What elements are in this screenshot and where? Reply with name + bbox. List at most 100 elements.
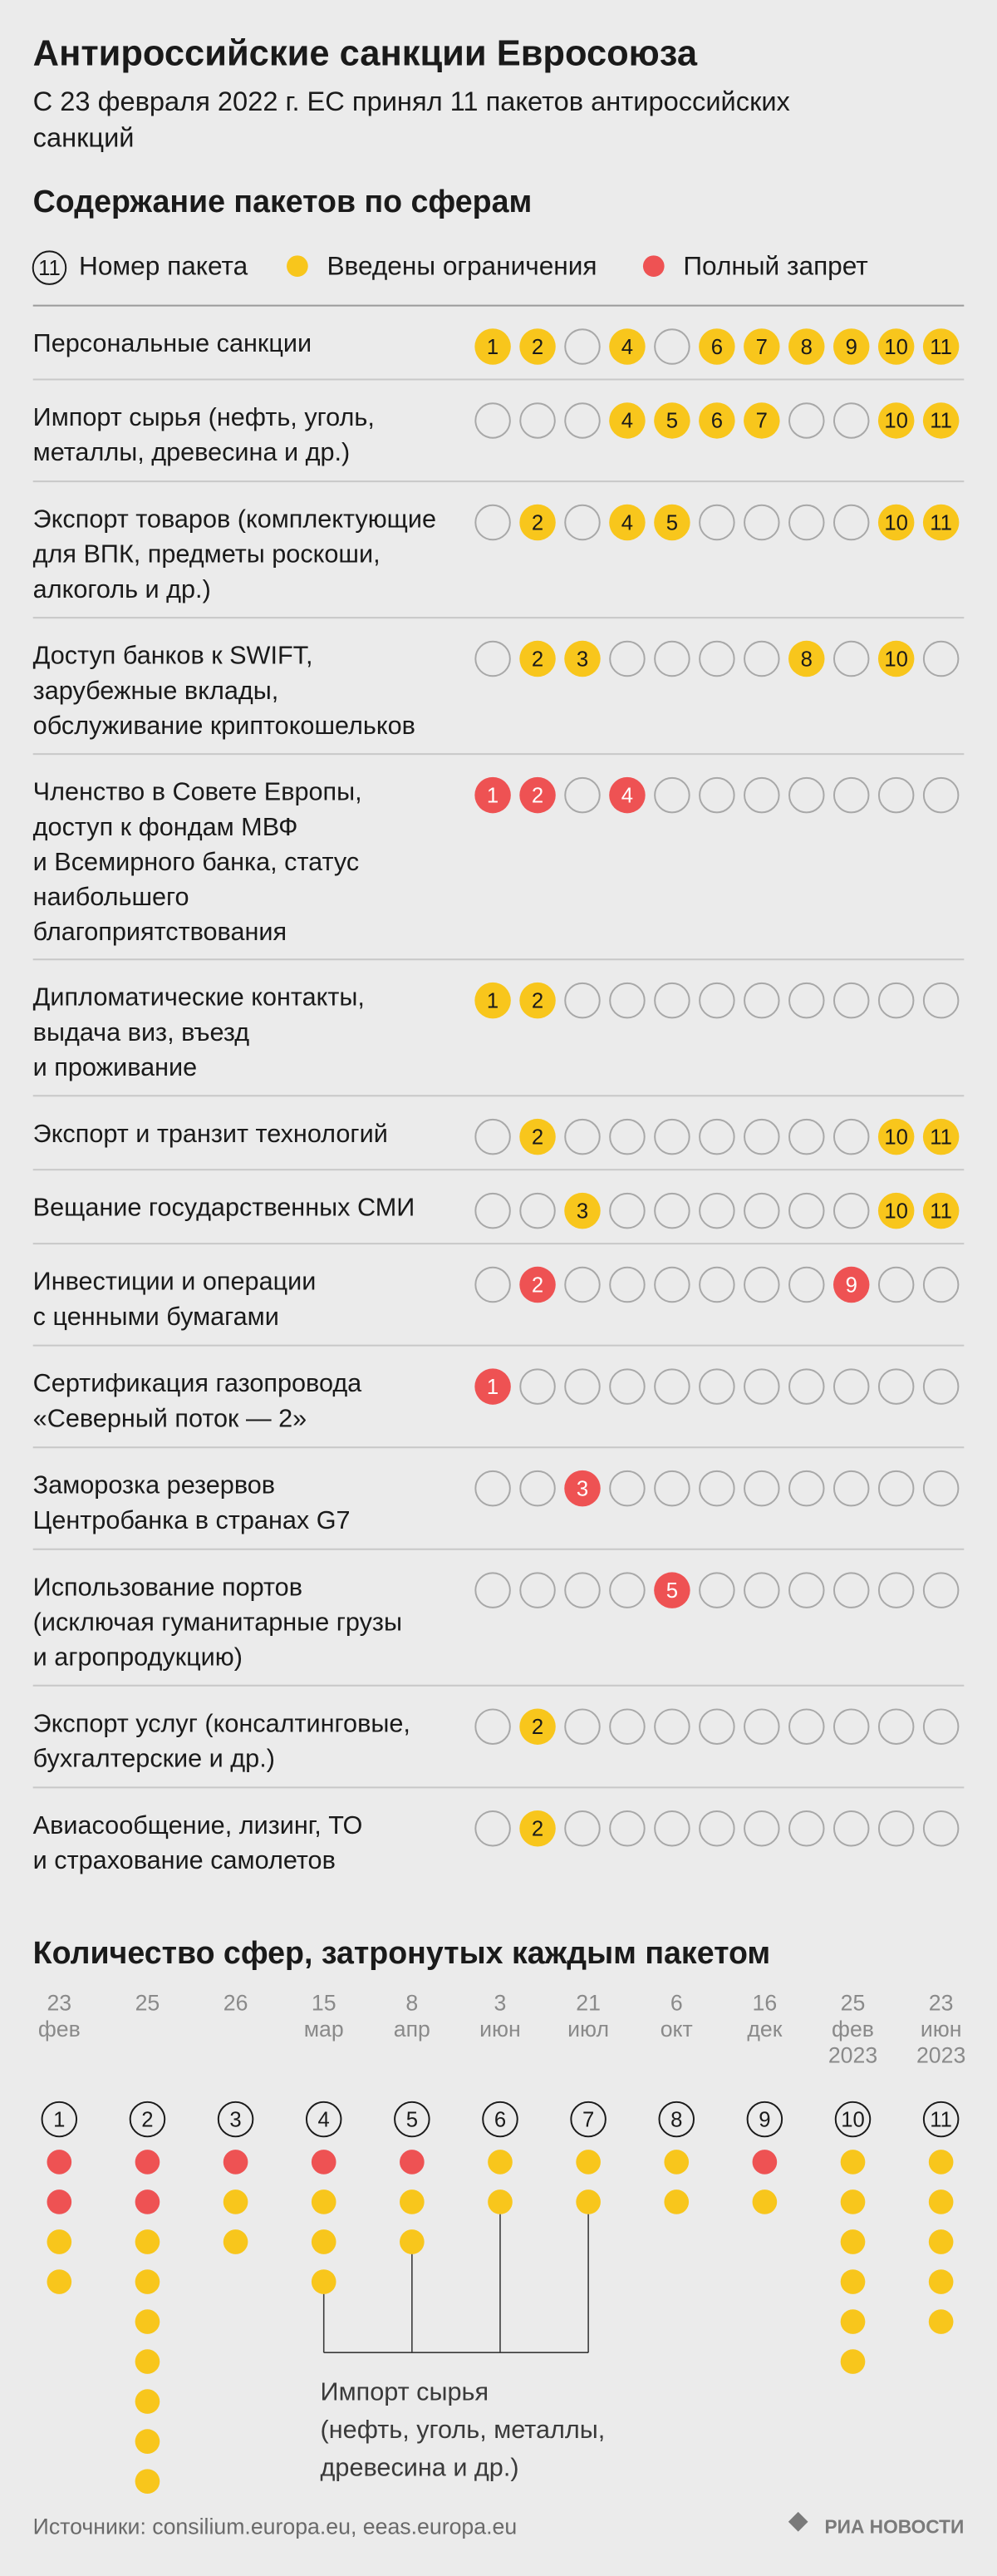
legend-swatch: [642, 255, 665, 278]
empty-cell: [788, 402, 825, 439]
empty-cell: [609, 1192, 646, 1229]
empty-cell: [922, 982, 960, 1019]
empty-cell: [474, 1810, 511, 1847]
restriction-cell: [877, 402, 915, 439]
row-label: Заморозка резервов: [33, 1471, 275, 1500]
empty-cell: [654, 328, 690, 365]
restriction-cell: [744, 328, 780, 365]
empty-cell: [788, 1192, 825, 1229]
empty-cell: [564, 776, 601, 814]
package-number: 4: [318, 2108, 330, 2131]
package-circle: [217, 2101, 254, 2138]
ban-dot: [752, 2150, 778, 2175]
empty-cell: [877, 1572, 915, 1608]
cell-number: 10: [884, 336, 908, 359]
cell-number: 10: [884, 1199, 908, 1223]
date-label: дек: [747, 2017, 782, 2042]
row-label: выдача виз, въезд: [33, 1018, 250, 1047]
empty-cell: [609, 1266, 646, 1303]
cell-number: 3: [577, 1477, 588, 1500]
restriction-cell: [519, 328, 556, 365]
empty-cell: [832, 1572, 870, 1608]
restriction-cell: [474, 328, 511, 365]
restriction-dot: [223, 2229, 248, 2254]
restriction-cell: [788, 328, 825, 365]
empty-cell: [609, 1572, 646, 1608]
date-label: 16: [753, 1990, 778, 2015]
empty-cell: [699, 504, 735, 541]
package-circle: [570, 2101, 607, 2138]
empty-cell: [832, 1470, 870, 1507]
empty-cell: [877, 1708, 915, 1745]
empty-cell: [699, 1810, 735, 1847]
cell-number: 2: [532, 1716, 543, 1739]
restriction-cell: [788, 640, 825, 677]
empty-cell: [699, 640, 735, 677]
restriction-cell: [654, 504, 690, 541]
restriction-cell: [699, 402, 735, 439]
empty-cell: [474, 1192, 511, 1229]
empty-cell: [474, 1470, 511, 1507]
row-label: металлы, древесина и др.): [33, 438, 351, 466]
restriction-dot: [311, 2229, 336, 2254]
restriction-cell: [519, 1810, 556, 1847]
empty-cell: [788, 1118, 825, 1155]
restriction-dot: [664, 2189, 690, 2214]
empty-cell: [699, 982, 735, 1019]
empty-cell: [564, 402, 601, 439]
row-label: Инвестиции и операции: [33, 1268, 317, 1296]
ban-cell: [474, 1368, 511, 1405]
restriction-cell: [699, 328, 735, 365]
empty-cell: [832, 1810, 870, 1847]
package-circle: [922, 2101, 960, 2138]
row-label: Персональные санкции: [33, 329, 312, 357]
restriction-cell: [922, 504, 960, 541]
cell-number: 10: [884, 648, 908, 671]
cell-number: 7: [756, 336, 768, 359]
empty-cell: [744, 982, 780, 1019]
cell-number: 8: [801, 336, 813, 359]
cell-number: 11: [930, 1199, 952, 1223]
cell-number: 2: [532, 511, 543, 534]
row-label: и агропродукцию): [33, 1643, 243, 1671]
package-number: 11: [930, 2108, 952, 2131]
section-title: Количество сфер, затронутых каждым пакет…: [33, 1935, 771, 1970]
empty-cell: [744, 1572, 780, 1608]
ban-dot: [223, 2150, 248, 2175]
empty-cell: [832, 1192, 870, 1229]
empty-cell: [922, 640, 960, 677]
empty-cell: [832, 1368, 870, 1405]
empty-cell: [474, 1572, 511, 1608]
legend-label: Введены ограничения: [327, 251, 597, 281]
cell-number: 5: [666, 1579, 678, 1603]
date-label: июн: [479, 2017, 521, 2042]
restriction-dot: [840, 2229, 866, 2254]
row-label: Центробанка в странах G7: [33, 1506, 351, 1534]
restriction-dot: [47, 2269, 72, 2294]
restriction-dot: [135, 2469, 160, 2494]
package-circle: [834, 2101, 872, 2138]
empty-cell: [654, 1810, 690, 1847]
package-number: 8: [670, 2108, 682, 2131]
ban-dot: [47, 2189, 72, 2214]
empty-cell: [832, 1118, 870, 1155]
row-label: Дипломатические контакты,: [33, 983, 365, 1012]
empty-cell: [832, 776, 870, 814]
row-label: и страхование самолетов: [33, 1846, 336, 1874]
ban-cell: [609, 776, 646, 814]
empty-cell: [654, 640, 690, 677]
cell-number: 6: [711, 410, 723, 433]
empty-cell: [474, 1266, 511, 1303]
cell-number: 2: [532, 989, 543, 1012]
empty-cell: [609, 982, 646, 1019]
empty-cell: [788, 1572, 825, 1608]
cell-number: 4: [621, 784, 633, 807]
empty-cell: [877, 1470, 915, 1507]
package-number: 3: [229, 2108, 241, 2131]
date-label: июл: [567, 2017, 609, 2042]
empty-cell: [744, 776, 780, 814]
empty-cell: [609, 1118, 646, 1155]
ban-cell: [519, 1266, 556, 1303]
